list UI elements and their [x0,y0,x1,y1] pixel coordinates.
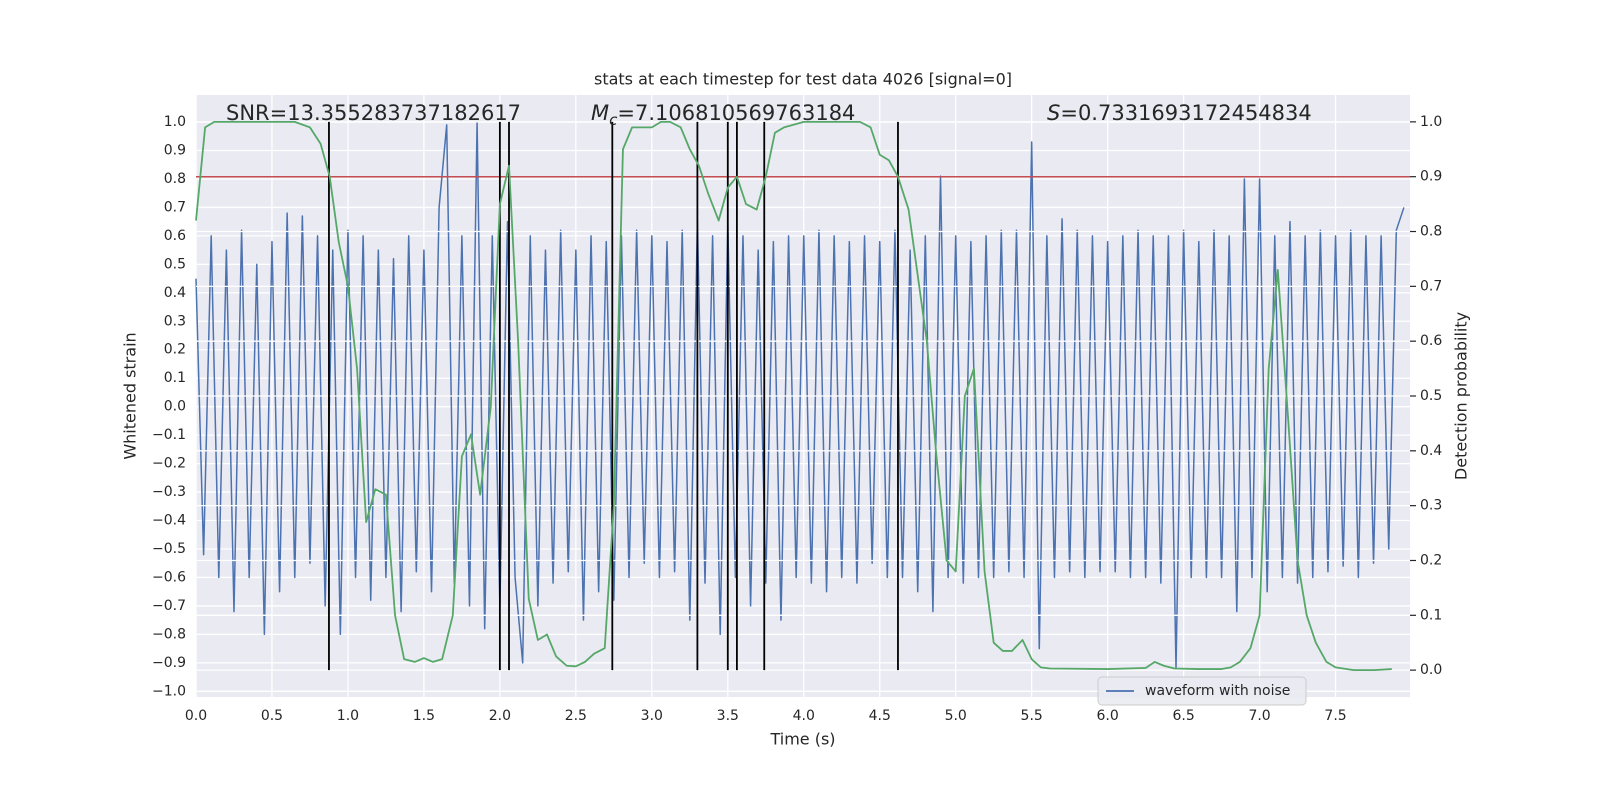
x-tick-label: 7.5 [1324,708,1346,724]
y2-tick-label: 0.3 [1420,498,1442,514]
y-tick-label: 0.8 [164,171,186,187]
probability-line [195,120,1392,672]
x-tick-label: 4.0 [793,708,815,724]
x-tick-label: 3.5 [717,708,739,724]
y-tick-label: 0.7 [164,199,186,215]
x-tick-label: 4.5 [869,708,891,724]
y-tick-label: 0.4 [164,285,186,301]
x-tick-label: 5.5 [1021,708,1043,724]
y-tick-label: −0.8 [152,626,186,642]
y-tick-label: −0.5 [152,541,186,557]
y-tick-label: −0.9 [152,655,186,671]
annotation-subscript: c [609,111,618,129]
chart-title: stats at each timestep for test data 402… [594,70,1012,89]
annotation-text: SNR=13.355283737182617 [226,101,521,125]
annotation: Mc=7.106810569763184 [591,101,855,129]
x-axis-label: Time (s) [769,730,835,749]
x-tick-label: 7.0 [1248,708,1270,724]
annotation-text: =0.7331693172454834 [1060,101,1311,125]
y2-tick-label: 1.0 [1420,114,1442,130]
annotation: SNR=13.355283737182617 [226,101,521,125]
annotation-text: =7.106810569763184 [617,101,855,125]
y2-tick-label: 0.0 [1420,662,1442,678]
x-tick-label: 1.5 [413,708,435,724]
x-tick-label: 0.5 [261,708,283,724]
x-tick-label: 5.0 [945,708,967,724]
y-tick-label: 0.0 [164,399,186,415]
y2-tick-label: 0.6 [1420,333,1442,349]
y2-tick-label: 0.4 [1420,443,1442,459]
y-tick-label: −0.6 [152,569,186,585]
y-tick-label: −0.2 [152,456,186,472]
legend-label: waveform with noise [1145,683,1290,699]
y-tick-label: 0.3 [164,313,186,329]
y2-tick-label: 0.7 [1420,278,1442,294]
y-tick-label: 1.0 [164,114,186,130]
y-tick-label: 0.6 [164,228,186,244]
y-tick-label: 0.2 [164,342,186,358]
y2-tick-label: 0.5 [1420,388,1442,404]
y-tick-label: −0.7 [152,598,186,614]
x-tick-label: 6.0 [1097,708,1119,724]
annotation: S=0.7331693172454834 [1047,101,1312,125]
y-tick-label: 0.1 [164,370,186,386]
annotation-symbol: M [591,101,609,125]
x-tick-label: 1.0 [337,708,359,724]
x-tick-label: 2.0 [489,708,511,724]
y-tick-label: 0.5 [164,256,186,272]
y2-axis-label: Detection probability [1452,312,1471,480]
legend-box [1097,676,1307,706]
annotation-symbol: S [1047,101,1060,125]
y-tick-label: −0.1 [152,427,186,443]
x-tick-label: 2.5 [565,708,587,724]
x-tick-label: 3.0 [641,708,663,724]
y2-tick-label: 0.8 [1420,224,1442,240]
waveform-line [195,121,1405,670]
y2-tick-label: 0.1 [1420,607,1442,623]
y2-tick-label: 0.9 [1420,169,1442,185]
y-axis-label: Whitened strain [121,332,140,459]
y-tick-label: −0.4 [152,513,186,529]
x-tick-label: 6.5 [1172,708,1194,724]
x-tick-label: 0.0 [185,708,207,724]
y-tick-label: 0.9 [164,143,186,159]
y-tick-label: −0.3 [152,484,186,500]
y-tick-label: −1.0 [152,683,186,699]
y2-tick-label: 0.2 [1420,552,1442,568]
